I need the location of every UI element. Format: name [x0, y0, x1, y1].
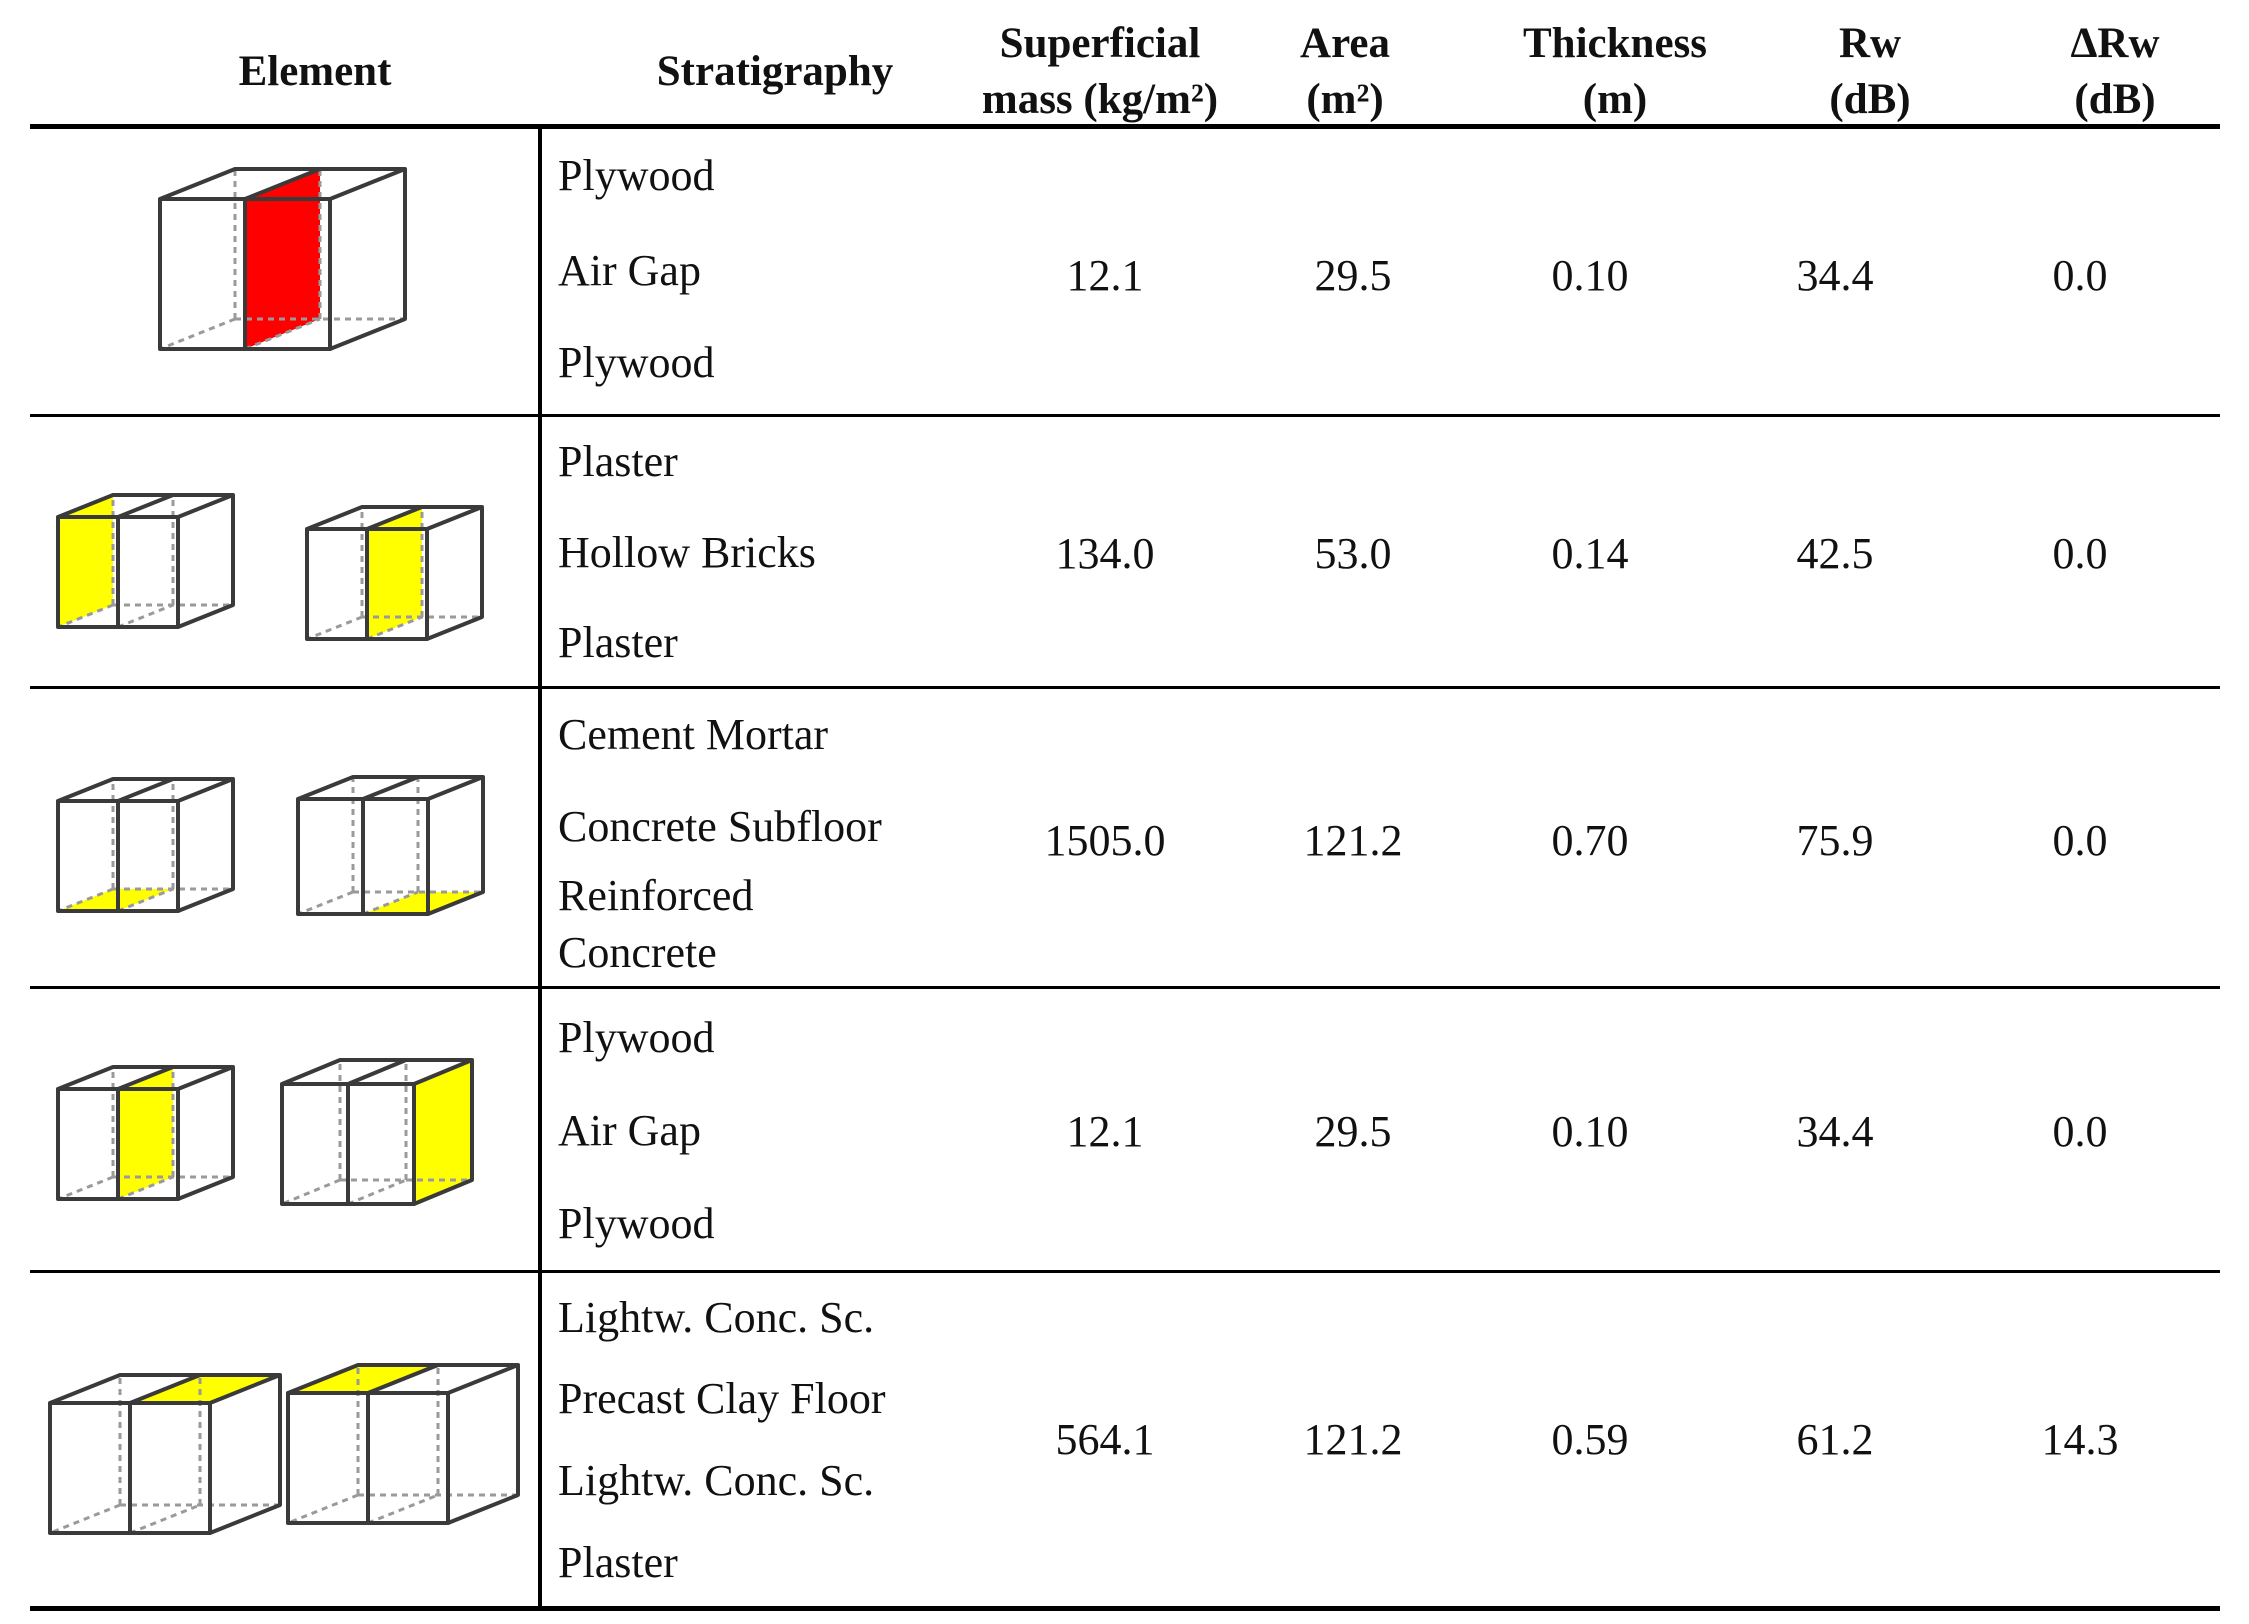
mass-value: 12.1	[1066, 251, 1144, 300]
double-box-floor-right-yellow-icon	[296, 775, 485, 916]
rw-value: 42.5	[1796, 529, 1874, 578]
header-area-line-1: Area	[1300, 20, 1390, 67]
mass-value: 134.0	[1055, 529, 1155, 578]
double-box-left-wall-yellow-icon	[56, 493, 235, 629]
row-divider-4	[30, 1270, 2220, 1273]
stratigraphy-cell: Lightw. Conc. Sc. Precast Clay Floor Lig…	[558, 1273, 978, 1606]
thickness-value: 0.10	[1551, 251, 1629, 300]
double-box-partition-yellow-icon	[56, 1065, 235, 1201]
thickness-value: 0.59	[1551, 1415, 1629, 1464]
table-row: Plaster Hollow Bricks Plaster 134.0 53.0…	[30, 417, 2220, 686]
table-row: Lightw. Conc. Sc. Precast Clay Floor Lig…	[30, 1273, 2220, 1606]
header-delta-rw-line-1: ΔRw	[2070, 20, 2160, 67]
header-thickness-line-1: Thickness	[1522, 20, 1707, 67]
thickness-value: 0.14	[1551, 529, 1629, 578]
layer: Plaster	[558, 1538, 678, 1587]
column-divider	[538, 126, 542, 1608]
header-superficial-mass: Superficial mass (kg/m²)	[950, 16, 1250, 128]
layer: Precast Clay Floor	[558, 1374, 886, 1423]
rw-value: 34.4	[1796, 251, 1874, 300]
layer: Plaster	[558, 437, 678, 486]
header-element: Element	[238, 48, 392, 95]
layer: Concrete	[558, 928, 717, 977]
header-stratigraphy: Stratigraphy	[656, 48, 894, 95]
table-row: Plywood Air Gap Plywood 12.1 29.5 0.10 3…	[30, 129, 2220, 414]
header-mass-line-2: mass (kg/m²)	[981, 76, 1219, 123]
stratigraphy-cell: Plywood Air Gap Plywood	[558, 989, 978, 1270]
layer: Lightw. Conc. Sc.	[558, 1293, 875, 1342]
table-row: Cement Mortar Concrete Subfloor Reinforc…	[30, 689, 2220, 986]
row-divider-2	[30, 686, 2220, 689]
mass-value: 12.1	[1066, 1107, 1144, 1156]
header-rule	[30, 124, 2220, 129]
row-divider-1	[30, 414, 2220, 417]
area-value: 29.5	[1314, 251, 1392, 300]
header-area: Area (m²)	[1260, 16, 1430, 128]
area-value: 121.2	[1303, 816, 1403, 865]
single-box-partition-red-icon	[158, 167, 407, 351]
double-box-partition-yellow-icon	[305, 505, 484, 641]
element-icons	[48, 1363, 520, 1535]
element-icons	[56, 493, 484, 641]
delta-rw-value: 14.3	[2041, 1415, 2119, 1464]
thickness-value: 0.10	[1551, 1107, 1629, 1156]
layer: Plywood	[558, 151, 715, 200]
element-icons	[56, 1058, 474, 1206]
layer: Plywood	[558, 1199, 715, 1248]
element-cell	[30, 989, 538, 1270]
header-area-line-2: (m²)	[1306, 76, 1384, 123]
delta-rw-value: 0.0	[2052, 1107, 2108, 1156]
layer: Concrete Subfloor	[558, 802, 882, 851]
layer: Plaster	[558, 618, 678, 667]
stratigraphy-cell: Cement Mortar Concrete Subfloor Reinforc…	[558, 689, 978, 986]
rw-value: 75.9	[1796, 816, 1874, 865]
area-value: 121.2	[1303, 1415, 1403, 1464]
double-box-right-wall-yellow-icon	[280, 1058, 474, 1206]
layer: Lightw. Conc. Sc.	[558, 1456, 875, 1505]
area-value: 53.0	[1314, 529, 1392, 578]
header-thickness: Thickness (m)	[1470, 16, 1760, 128]
area-value: 29.5	[1314, 1107, 1392, 1156]
rw-value: 61.2	[1796, 1415, 1874, 1464]
layer: Hollow Bricks	[558, 528, 816, 577]
header-rw-line-1: Rw	[1838, 20, 1902, 67]
double-box-ceiling-left-yellow-icon	[286, 1363, 520, 1525]
double-box-floor-left-yellow-icon	[56, 777, 235, 913]
delta-rw-value: 0.0	[2052, 251, 2108, 300]
rw-value: 34.4	[1796, 1107, 1874, 1156]
element-cell	[30, 417, 538, 686]
element-cell	[30, 129, 538, 414]
header-thickness-line-2: (m)	[1582, 76, 1648, 123]
layer: Plywood	[558, 1013, 715, 1062]
element-cell	[30, 689, 538, 986]
acoustic-elements-table: Element Stratigraphy Superficial mass (k…	[30, 0, 2220, 1624]
delta-rw-value: 0.0	[2052, 816, 2108, 865]
header-mass-line-1: Superficial	[999, 20, 1201, 67]
layer: Cement Mortar	[558, 710, 829, 759]
mass-value: 1505.0	[1044, 816, 1166, 865]
element-cell	[30, 1273, 538, 1606]
header-delta-rw-line-2: (dB)	[2074, 76, 2156, 123]
stratigraphy-cell: Plywood Air Gap Plywood	[558, 129, 978, 414]
table-row: Plywood Air Gap Plywood 12.1 29.5 0.10 3…	[30, 989, 2220, 1270]
layer: Reinforced	[558, 871, 754, 920]
double-box-ceiling-right-yellow-icon	[48, 1373, 282, 1535]
mass-value: 564.1	[1055, 1415, 1155, 1464]
row-divider-3	[30, 986, 2220, 989]
header-delta-rw: ΔRw (dB)	[2015, 16, 2215, 128]
single-box-partition-red-icon	[158, 167, 407, 351]
header-rw: Rw (dB)	[1770, 16, 1970, 128]
header-rw-line-2: (dB)	[1829, 76, 1911, 123]
element-icons	[56, 775, 485, 916]
layer: Plywood	[558, 338, 715, 387]
layer: Air Gap	[558, 1106, 701, 1155]
bottom-rule	[30, 1606, 2220, 1611]
delta-rw-value: 0.0	[2052, 529, 2108, 578]
thickness-value: 0.70	[1551, 816, 1629, 865]
layer: Air Gap	[558, 246, 701, 295]
stratigraphy-cell: Plaster Hollow Bricks Plaster	[558, 417, 978, 686]
